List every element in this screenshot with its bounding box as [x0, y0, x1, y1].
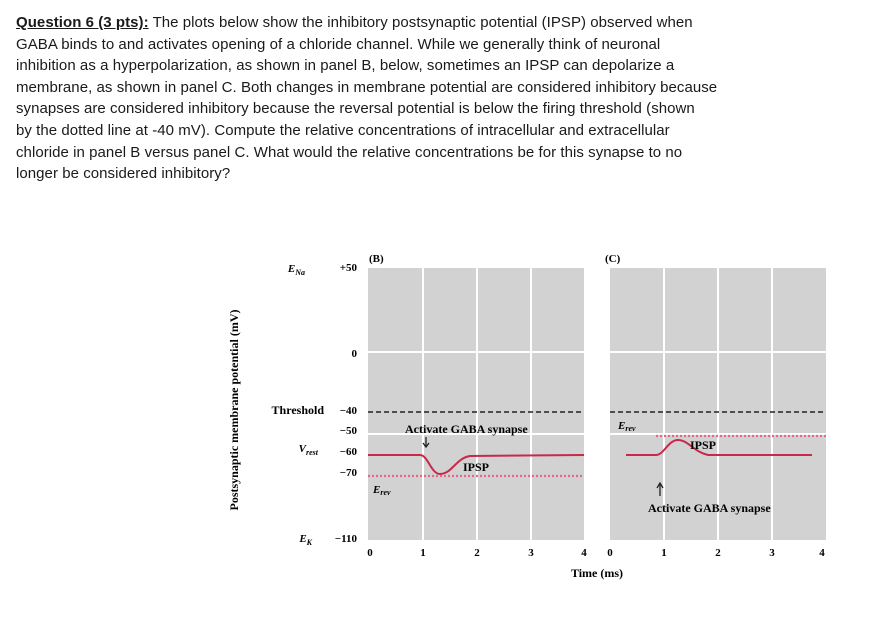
- panel-b-grid: [368, 268, 584, 540]
- panel-c-x-ticks: 0 1 2 3 4: [607, 547, 825, 559]
- panel-b-x-ticks: 0 1 2 3 4: [367, 547, 587, 559]
- panel-b-annotation: Activate GABA synapse: [405, 422, 528, 436]
- question-line-6: by the dotted line at -40 mV). Compute t…: [16, 121, 670, 139]
- panel-b-arrow-icon: [422, 437, 430, 449]
- question-line-5: synapses are considered inhibitory becau…: [16, 100, 695, 118]
- panel-b-ipsp-trace: [368, 454, 585, 476]
- y-tick-minus40: −40: [340, 405, 358, 417]
- question-line-2: GABA binds to and activates opening of a…: [16, 35, 661, 53]
- panel-c-grid: [610, 268, 826, 540]
- panel-b-x-tick-3: 3: [528, 547, 534, 559]
- panel-b-x-tick-4: 4: [581, 547, 587, 559]
- panel-c: (C) Erev IPSP Activate GABA synapse 0 1 …: [605, 253, 826, 559]
- x-axis-label: Time (ms): [571, 566, 623, 580]
- panel-c-ipsp-label: IPSP: [690, 438, 716, 452]
- panel-b-x-tick-1: 1: [420, 547, 426, 559]
- panel-b-label: (B): [369, 253, 384, 265]
- y-tick-0: 0: [352, 348, 358, 360]
- panel-b-ipsp-label: IPSP: [463, 460, 489, 474]
- y-axis-label: Postsynaptic membrane potential (mV): [227, 310, 241, 511]
- question-line-1: The plots below show the inhibitory post…: [148, 14, 693, 31]
- y-tick-minus70: −70: [340, 467, 358, 479]
- y-tick-prefix-vrest: Vrest: [299, 443, 319, 457]
- panel-c-x-tick-4: 4: [819, 547, 825, 559]
- panel-b-x-tick-2: 2: [474, 547, 480, 559]
- question-line-8: longer be considered inhibitory?: [16, 165, 231, 183]
- question-heading: Question 6 (3 pts):: [16, 14, 149, 31]
- y-axis-ticks: ENa +50 0 Threshold −40 −50 Vrest −60 −7…: [272, 262, 358, 547]
- panel-c-x-tick-2: 2: [715, 547, 721, 559]
- question-line-7: chloride in panel B versus panel C. What…: [16, 143, 683, 161]
- panel-b-x-tick-0: 0: [367, 547, 373, 559]
- panel-c-arrow-icon: [656, 481, 664, 496]
- panel-c-erev-label: Erev: [617, 420, 636, 433]
- panel-c-ipsp-trace: [626, 438, 812, 456]
- y-tick-prefix-threshold: Threshold: [272, 403, 325, 417]
- y-tick-plus50: +50: [340, 262, 358, 274]
- y-tick-minus60: −60: [340, 446, 358, 458]
- y-tick-minus50: −50: [340, 425, 358, 437]
- panel-b-erev-label: Erev: [372, 484, 391, 497]
- panel-c-x-tick-3: 3: [769, 547, 775, 559]
- y-tick-minus110: −110: [335, 533, 358, 545]
- y-tick-prefix-ena: ENa: [287, 263, 305, 277]
- panel-c-label: (C): [605, 253, 621, 265]
- panel-c-x-tick-0: 0: [607, 547, 613, 559]
- question-line-4: membrane, as shown in panel C. Both chan…: [16, 78, 718, 96]
- y-tick-prefix-ek: EK: [298, 533, 312, 547]
- panel-c-annotation: Activate GABA synapse: [648, 501, 771, 515]
- question-line-3: inhibition as a hyperpolarization, as sh…: [16, 57, 675, 75]
- question-text: Question 6 (3 pts): The plots below show…: [16, 12, 861, 185]
- panel-b: (B) Activate GABA synapse IPSP Erev 0 1 …: [367, 253, 587, 559]
- panel-c-x-tick-1: 1: [661, 547, 667, 559]
